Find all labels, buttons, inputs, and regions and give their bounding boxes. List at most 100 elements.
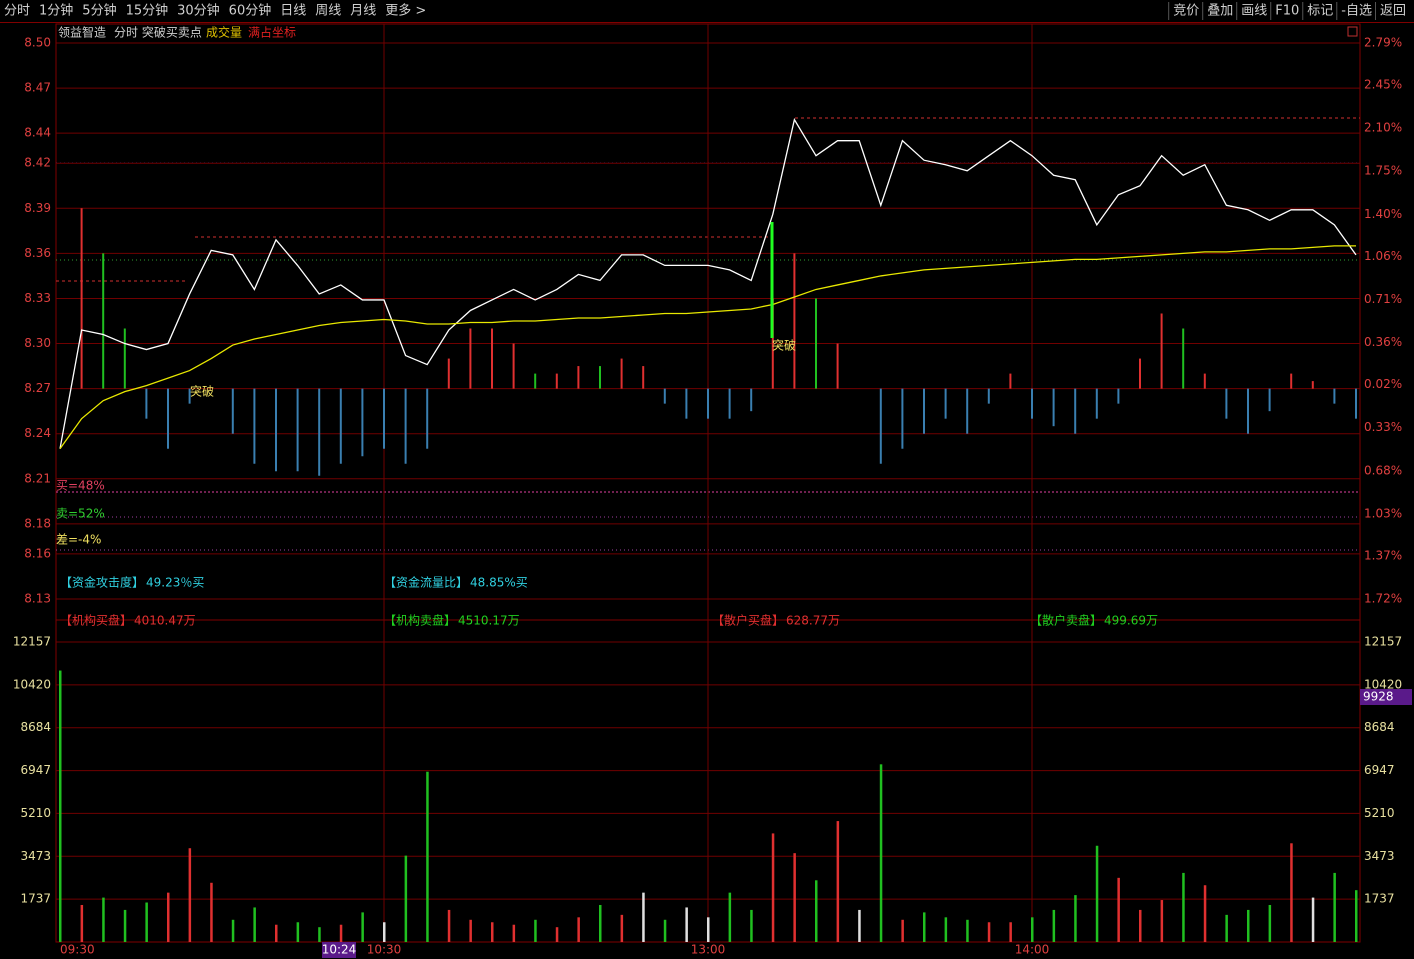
- toolbar-button[interactable]: 画线: [1241, 4, 1267, 19]
- volume-bar: [361, 912, 364, 942]
- volume-bar: [383, 922, 386, 942]
- volume-bar: [858, 909, 861, 942]
- y2-tick-label: 0.33%: [1364, 420, 1402, 434]
- legend-entry: 满占坐标: [248, 25, 296, 40]
- y-tick-label: 8.24: [24, 426, 51, 440]
- stat-label: 差=-4%: [56, 533, 101, 547]
- toolbar-button[interactable]: 竞价: [1173, 3, 1199, 19]
- toolbar-button[interactable]: 分时: [4, 4, 30, 19]
- volume-bar: [1031, 917, 1034, 942]
- y-tick-label: 5210: [20, 806, 51, 820]
- y2-tick-label: 0.68%: [1364, 463, 1402, 477]
- indicator-value: 48.85%买: [470, 576, 528, 590]
- toolbar-button[interactable]: 更多 >: [385, 3, 426, 19]
- volume-bar: [1247, 909, 1250, 942]
- y-tick-label: 8.30: [24, 336, 51, 350]
- volume-bar: [534, 919, 537, 942]
- cursor-badge: [1360, 689, 1412, 706]
- y-tick-label: 8.50: [24, 36, 51, 50]
- toolbar-button[interactable]: 30分钟: [177, 3, 220, 19]
- y-tick-label: 8.44: [24, 126, 51, 140]
- indicator-name: 分时 突破买卖点: [114, 25, 202, 40]
- toolbar-button[interactable]: 返回: [1380, 4, 1406, 19]
- toolbar-button[interactable]: 5分钟: [82, 3, 116, 19]
- volume-bar: [599, 904, 602, 942]
- cursor-value: 9928: [1363, 690, 1394, 704]
- volume-bar: [685, 907, 688, 942]
- stat-label: 买=48%: [56, 479, 105, 493]
- indicator-label: 【散户卖盘】: [1030, 613, 1102, 628]
- price-line: [59, 117, 1357, 449]
- y-tick-label: 8.18: [24, 516, 51, 530]
- volume-bar: [339, 924, 343, 942]
- y2-tick-label: 2.79%: [1364, 36, 1402, 50]
- volume-bar: [1333, 872, 1336, 942]
- toolbar-button[interactable]: 周线: [315, 4, 341, 19]
- volume-bar: [1160, 900, 1164, 942]
- volume-bar: [167, 892, 170, 942]
- cursor-time: 10:24: [322, 943, 357, 957]
- y-tick-label: 8.13: [24, 592, 51, 606]
- y2-tick-label: 2.10%: [1364, 121, 1402, 135]
- y2-tick-label: 1.06%: [1364, 249, 1402, 263]
- volume-bar: [771, 833, 775, 942]
- toolbar-button[interactable]: -自选: [1341, 4, 1372, 19]
- volume-bar: [275, 924, 278, 942]
- indicator-label: 【机构买盘】: [60, 613, 132, 628]
- volume-bar: [750, 909, 753, 942]
- x-tick-label: 14:00: [1015, 943, 1050, 957]
- y-tick-label: 1737: [20, 892, 51, 906]
- toolbar-button[interactable]: 15分钟: [126, 3, 169, 19]
- toolbar-button[interactable]: 标记: [1307, 4, 1333, 19]
- y2-tick-label: 0.02%: [1364, 377, 1402, 391]
- y-tick-label: 8684: [20, 720, 51, 734]
- volume-bar: [469, 919, 472, 942]
- volume-bar: [1268, 904, 1272, 942]
- volume-bar: [836, 821, 840, 942]
- indicator-value: 4010.47万: [134, 614, 196, 628]
- volume-bar: [145, 902, 148, 942]
- indicator-label: 【机构卖盘】: [384, 613, 456, 628]
- y-tick-label: 8.42: [24, 156, 51, 170]
- y-tick-label: 8.33: [24, 291, 51, 305]
- toolbar-button[interactable]: F10: [1275, 4, 1299, 19]
- volume-bar: [512, 924, 516, 942]
- stock-name: 领益智造: [58, 25, 106, 40]
- window-button[interactable]: [1347, 26, 1358, 37]
- y-tick-label: 12157: [13, 635, 51, 649]
- toolbar-button[interactable]: 日线: [280, 4, 306, 19]
- volume-bar: [1139, 909, 1142, 942]
- volume-bar: [879, 764, 883, 942]
- indicator-label: 【资金攻击度】: [60, 575, 144, 590]
- legend-entry: 成交量: [206, 25, 242, 40]
- volume-bar: [404, 855, 408, 942]
- volume-bar: [728, 892, 732, 942]
- indicator-value: 499.69万: [1104, 614, 1158, 628]
- cursor-time-badge: [322, 942, 356, 958]
- volume-bar: [1117, 877, 1120, 942]
- volume-bar: [80, 904, 84, 942]
- y-tick-label-right: 5210: [1364, 806, 1395, 820]
- volume-bar: [663, 919, 667, 942]
- y-tick-label: 8.21: [24, 471, 51, 485]
- toolbar-button[interactable]: 1分钟: [39, 3, 73, 19]
- indicator-value: 628.77万: [786, 614, 840, 628]
- volume-bar: [707, 917, 710, 942]
- toolbar-button[interactable]: 叠加: [1207, 4, 1233, 19]
- indicator-value: 4510.17万: [458, 614, 520, 628]
- volume-bar: [447, 909, 451, 942]
- y2-tick-label: 2.45%: [1364, 77, 1402, 91]
- toolbar-button[interactable]: 60分钟: [229, 3, 272, 19]
- y-tick-label: 8.47: [24, 81, 51, 95]
- y-tick-label-right: 6947: [1364, 763, 1395, 777]
- volume-bar: [188, 848, 192, 942]
- stat-label: 卖=52%: [56, 507, 105, 521]
- volume-bar: [1074, 895, 1077, 942]
- y-tick-label-right: 8684: [1364, 720, 1395, 734]
- toolbar-button[interactable]: 月线: [350, 4, 376, 19]
- volume-bar: [59, 670, 62, 942]
- volume-bar: [1052, 909, 1056, 942]
- volume-bar: [1355, 890, 1358, 942]
- y-tick-label: 8.39: [24, 201, 51, 215]
- y-tick-label: 3473: [20, 849, 51, 863]
